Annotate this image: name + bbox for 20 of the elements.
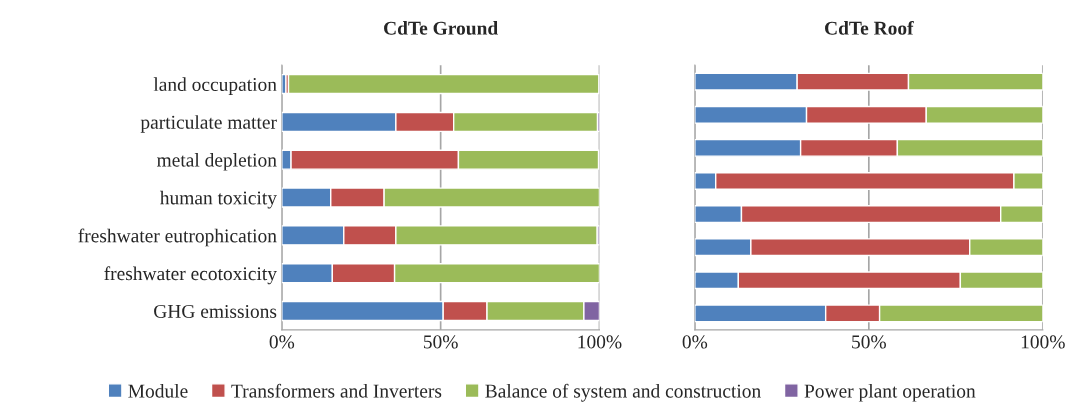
x-tick-label: 0% <box>682 335 708 349</box>
x-tick-label: 100% <box>1021 335 1065 349</box>
y-tick-label: metal depletion <box>156 152 277 171</box>
bar <box>287 73 600 95</box>
y-tick-label: GHG emissions <box>154 304 277 318</box>
y-tick-label: freshwater eutrophication <box>78 228 277 247</box>
legend-label: Power plant operation <box>804 383 976 402</box>
x-tick-label: 100% <box>578 335 622 349</box>
x-tick-label: 50% <box>423 335 458 349</box>
legend-label: Transformers and Inverters <box>231 383 442 398</box>
chart-title: CdTe Ground <box>384 21 498 35</box>
y-tick-label: freshwater ecotoxicity <box>104 266 277 285</box>
legend-label: Balance of system and construction <box>485 383 761 402</box>
y-tick-label: particulate matter <box>140 115 277 133</box>
y-tick-label: land occupation <box>153 77 277 95</box>
legend-label: Module <box>128 383 188 398</box>
y-tick-label: human toxicity <box>159 190 277 209</box>
chart-title: CdTe Roof <box>825 20 914 35</box>
x-tick-label: 0% <box>269 335 295 349</box>
x-tick-label: 50% <box>852 335 886 349</box>
